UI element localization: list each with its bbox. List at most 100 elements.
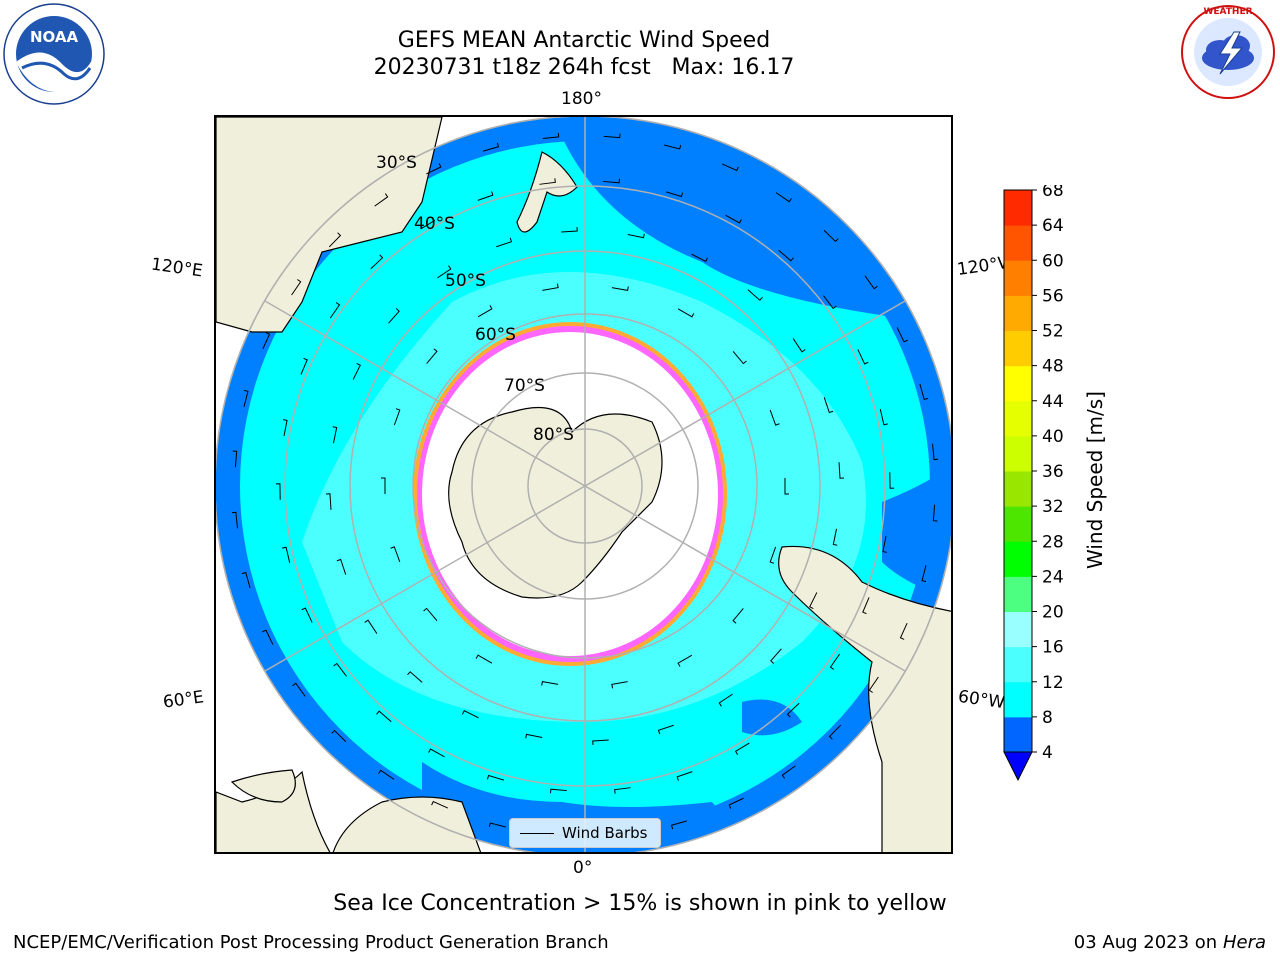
wind-barb <box>393 408 401 426</box>
colorbar-bin <box>1004 295 1032 331</box>
lon-label-top: 180° <box>561 89 602 109</box>
wind-barb <box>792 338 806 353</box>
wind-barb <box>677 308 695 318</box>
legend-label: Wind Barbs <box>562 824 648 842</box>
colorbar-bin <box>1004 190 1032 226</box>
land <box>216 117 951 852</box>
wind-barb <box>486 774 505 781</box>
wind-barb <box>747 289 763 301</box>
wind-barb <box>542 283 559 291</box>
wind-barb <box>896 327 908 343</box>
wind-barb <box>732 350 747 365</box>
wind-barb <box>778 249 794 262</box>
polar-map <box>214 115 953 854</box>
colorbar-bin <box>1004 576 1032 612</box>
wind-barb <box>232 450 238 468</box>
colorbar-bin <box>1004 225 1032 261</box>
colorbar-tick-label: 40 <box>1042 427 1064 447</box>
colorbar-tick-label: 68 <box>1042 185 1064 201</box>
wind-barb <box>426 163 442 175</box>
wind-barb <box>823 295 837 310</box>
wind-barb <box>332 426 338 444</box>
wind-barb <box>282 546 291 563</box>
colorbar-tick-label: 52 <box>1042 322 1064 342</box>
lat-label-80s: 80°S <box>533 425 574 445</box>
wind-barb <box>732 608 744 624</box>
wind-barb <box>370 254 384 270</box>
wind-barb <box>325 493 332 510</box>
wind-barb <box>665 191 684 198</box>
wind-barb <box>857 349 869 365</box>
lat-label-70s: 70°S <box>504 376 545 396</box>
wind-barb <box>784 478 789 495</box>
colorbar-tick-label: 56 <box>1042 286 1064 306</box>
colorbar-tick-label: 16 <box>1042 638 1064 658</box>
lat-label-50s: 50°S <box>445 271 486 291</box>
colorbar-bin <box>1004 260 1032 296</box>
graticule <box>216 117 951 852</box>
wind-barb <box>932 443 939 461</box>
lon-label-120e: 120°E <box>149 254 204 282</box>
wind-barb <box>352 362 361 380</box>
wind-barb <box>677 654 693 667</box>
wind-barb <box>539 178 556 185</box>
wind-barb <box>603 133 621 139</box>
wind-barb <box>431 800 449 809</box>
svg-text:WEATHER: WEATHER <box>1203 7 1252 17</box>
wind-barb <box>374 193 389 207</box>
wind-barb <box>328 232 342 248</box>
wind-barb <box>541 680 559 686</box>
colorbar-tick-label: 36 <box>1042 462 1064 482</box>
wind-barb <box>627 233 645 239</box>
wind-barb <box>420 216 436 230</box>
footer-host: Hera <box>1222 932 1266 953</box>
wind-barb <box>300 357 308 375</box>
wind-barb <box>488 822 506 828</box>
wind-barb <box>691 253 709 262</box>
colorbar-bin <box>1004 646 1032 683</box>
wind-barb <box>676 771 693 781</box>
colorbar-bin <box>1004 400 1032 437</box>
wind-barb <box>561 226 578 233</box>
map-legend: Wind Barbs <box>509 818 661 848</box>
wind-barb <box>550 788 567 794</box>
wind-barb <box>864 275 878 290</box>
wind-barb <box>475 654 493 664</box>
polar-map-svg <box>216 117 951 852</box>
wind-barb <box>482 142 500 152</box>
colorbar-tick-label: 20 <box>1042 603 1064 623</box>
wind-barb <box>882 535 887 553</box>
wind-barb <box>611 681 628 689</box>
colorbar-under-arrow <box>1003 751 1033 782</box>
wind-barb <box>775 192 792 203</box>
wind-barb <box>333 662 347 677</box>
lat-label-60s: 60°S <box>475 325 516 345</box>
wind-barb <box>428 748 445 758</box>
wind-barb <box>809 592 818 610</box>
footer-right: 03 Aug 2023 on Hera <box>1074 932 1266 953</box>
colorbar-bin <box>1004 716 1032 753</box>
wind-barb <box>388 308 400 324</box>
wind-barb <box>477 305 493 318</box>
wind-speed-field <box>216 117 951 852</box>
wind-barb <box>728 797 744 809</box>
colorbar-tick-label: 44 <box>1042 392 1064 412</box>
colorbar-bin <box>1004 506 1032 542</box>
wind-barb <box>770 648 782 664</box>
colorbar-tick-label: 64 <box>1042 216 1064 236</box>
wind-barb <box>868 676 879 693</box>
wind-barb <box>725 214 742 224</box>
wind-barb <box>477 191 494 201</box>
footer-date: 03 Aug 2023 on <box>1073 932 1218 953</box>
wind-barb <box>657 724 674 735</box>
colorbar-tick-label: 60 <box>1042 251 1064 271</box>
wind-barb <box>899 622 908 640</box>
wind-barb <box>378 769 395 780</box>
wind-barb <box>786 702 800 718</box>
wind-barb-legend-line <box>520 832 554 834</box>
wind-barb <box>243 389 249 407</box>
colorbar-bin <box>1004 471 1032 507</box>
wind-barb <box>437 265 452 279</box>
colorbar-bin <box>1004 681 1032 718</box>
